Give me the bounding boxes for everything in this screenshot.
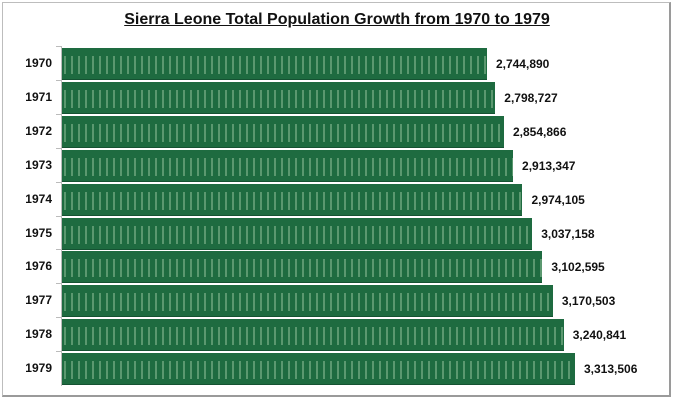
y-tick	[56, 46, 62, 47]
y-tick-label: 1978	[25, 327, 52, 342]
y-tick-label: 1974	[25, 191, 52, 206]
data-label: 3,313,506	[584, 362, 638, 377]
y-tick	[56, 283, 62, 285]
y-tick	[56, 147, 62, 149]
data-label: 3,170,503	[561, 294, 616, 309]
y-tick-label: 1970	[25, 56, 52, 70]
data-label: 2,744,890	[495, 57, 550, 71]
data-label: 2,974,105	[531, 192, 585, 207]
y-tick	[56, 113, 62, 115]
bar-1974	[62, 183, 523, 216]
y-tick-label: 1976	[25, 259, 52, 274]
bar-1977	[62, 285, 553, 318]
chart-title: Sierra Leone Total Population Growth fro…	[0, 11, 674, 29]
y-tick	[56, 317, 62, 319]
bar-1973	[62, 149, 514, 182]
y-tick	[56, 215, 62, 217]
bar-1976	[62, 251, 543, 284]
data-label: 2,913,347	[522, 158, 576, 173]
y-tick	[56, 79, 62, 81]
bar-1975	[62, 217, 533, 250]
y-tick-label: 1971	[25, 89, 52, 104]
y-tick	[56, 249, 62, 251]
bar-1979	[62, 353, 575, 386]
bar-1972	[62, 115, 504, 148]
data-label: 2,854,866	[512, 124, 567, 139]
y-tick-label: 1973	[25, 157, 52, 172]
y-tick	[56, 181, 62, 183]
data-label: 3,037,158	[541, 226, 595, 241]
data-label: 3,240,841	[572, 328, 627, 343]
data-label: 2,798,727	[504, 90, 558, 105]
y-tick-label: 1977	[25, 293, 52, 308]
chart-title-text: Sierra Leone Total Population Growth fro…	[124, 11, 550, 28]
data-label: 3,102,595	[551, 260, 605, 275]
y-tick-label: 1972	[25, 123, 52, 138]
bar-1978	[62, 319, 564, 352]
y-tick	[56, 351, 62, 353]
y-tick-label: 1975	[25, 225, 52, 240]
bar-1970	[62, 48, 487, 80]
y-tick-label: 1979	[25, 361, 52, 376]
bar-1971	[62, 81, 496, 114]
